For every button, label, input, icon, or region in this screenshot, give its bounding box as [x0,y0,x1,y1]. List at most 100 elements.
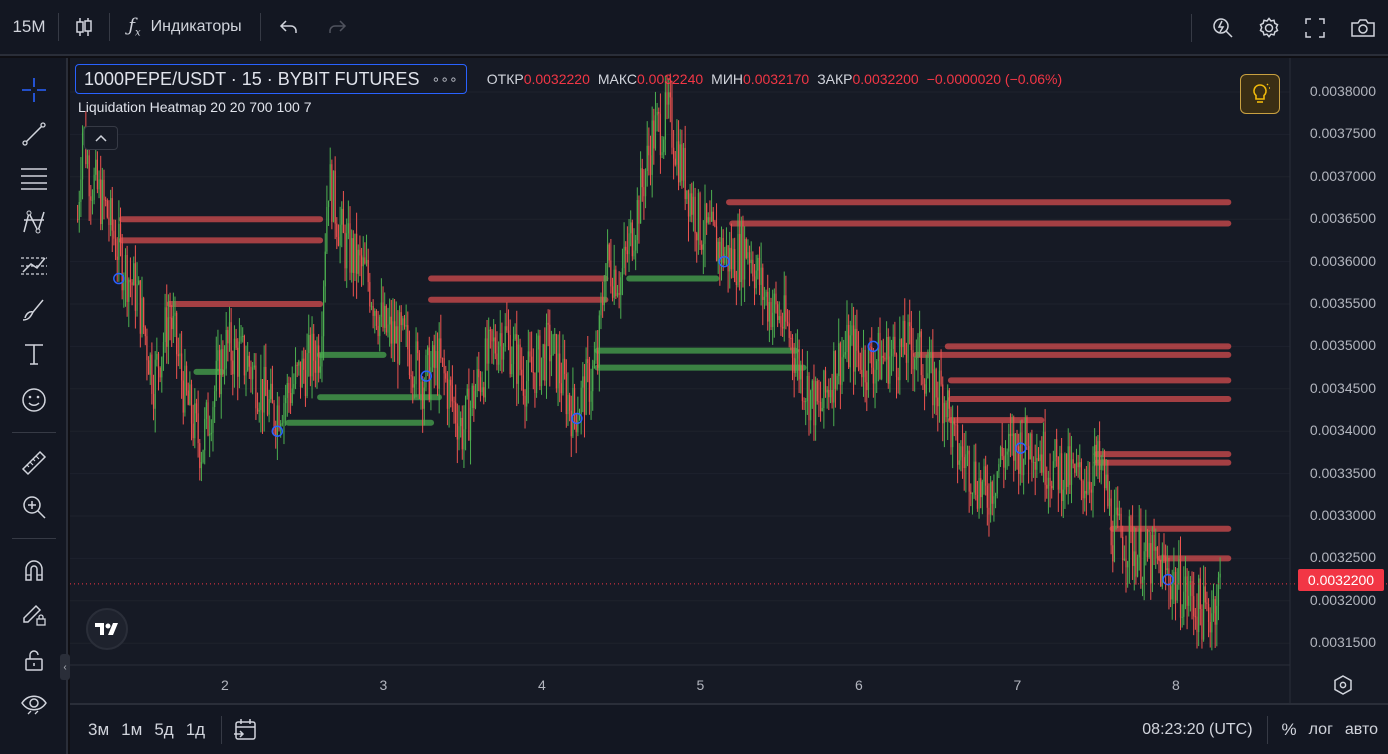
text-tool[interactable] [14,334,54,374]
magnet-tool[interactable] [14,550,54,590]
symbol-title[interactable]: 1000PEPE/USDT · 15 · BYBIT FUTURES ∘∘∘ [75,64,467,94]
candle-body [418,353,420,395]
candle-body [1153,534,1155,551]
candle-body [790,337,792,339]
range-1d-button[interactable]: 1д [185,719,206,739]
undo-button[interactable] [261,7,317,47]
hide-drawings-tool[interactable] [14,684,54,724]
chart-pane[interactable] [70,58,1388,703]
candle-body [706,203,708,223]
measure-tool[interactable] [14,443,54,483]
candle-body [966,450,969,455]
range-3m-button[interactable]: 3м [88,719,110,739]
candle-body [324,251,326,287]
candle-body [400,312,402,326]
candle-body [767,291,769,322]
candle-body [980,478,982,498]
indicator-title[interactable]: Liquidation Heatmap 20 20 700 100 7 [78,99,312,115]
interval-button[interactable]: 15M [0,7,58,47]
trendline-icon [22,122,46,146]
pattern-tool[interactable] [14,202,54,242]
redo-icon [329,20,347,33]
candle-body [616,292,619,297]
candle-body [881,355,883,379]
lock-drawing-tool[interactable] [14,594,54,634]
open-label: ОТКР [486,71,524,87]
forecast-tool[interactable] [14,246,54,286]
candle-body [744,239,746,280]
fib-tool[interactable] [14,158,54,198]
price-tick-label: 0.0033000 [1309,507,1376,523]
clock[interactable]: 08:23:20 (UTC) [1142,720,1253,738]
collapse-legend-button[interactable] [84,126,118,150]
candle-body [876,361,878,370]
range-1m-button[interactable]: 1м [121,719,143,739]
candle-body [1009,433,1012,437]
crosshair-tool[interactable] [14,70,54,110]
indicators-button[interactable]: ƒx Индикаторы [110,7,260,47]
candle-body [245,370,247,376]
candle-body [464,396,467,430]
trendline-tool[interactable] [14,114,54,154]
brush-tool[interactable] [14,290,54,330]
lock-all-tool[interactable] [14,640,54,680]
candle-body [933,369,936,406]
candle-body [270,383,272,400]
candle-body [1070,459,1073,485]
candle-body [734,249,736,282]
candle-body [313,333,315,361]
candle-body [393,321,396,344]
range-5d-button[interactable]: 5д [154,719,174,739]
log-scale-button[interactable]: лог [1308,720,1333,738]
candle-body [139,280,141,334]
candle-body [1042,431,1045,473]
candle-body [1049,477,1051,486]
more-icon[interactable]: ∘∘∘ [431,70,458,87]
settings-button[interactable] [1246,8,1292,48]
candle-body [204,418,206,451]
tradingview-logo[interactable] [86,608,128,650]
candle-body [337,237,340,246]
candle-body [585,359,587,415]
candle-body [786,321,789,324]
candle-body [739,234,741,283]
candle-body [668,92,670,105]
candle-body [938,370,941,407]
undo-icon [279,20,297,33]
candle-body [643,187,645,197]
goto-date-button[interactable] [232,717,258,743]
candle-body [1155,547,1157,551]
candle-body [1198,578,1200,633]
emoji-tool[interactable] [14,380,54,420]
candle-body [1145,531,1147,552]
redo-button[interactable] [317,7,357,47]
auto-scale-button[interactable]: авто [1344,720,1378,738]
candle-body [567,394,569,415]
zoom-tool[interactable] [14,487,54,527]
candle-body [524,395,526,407]
chart-type-button[interactable] [59,7,109,47]
candle-body [1171,583,1173,600]
candle-body [1196,616,1198,633]
percent-scale-button[interactable]: % [1281,719,1297,739]
ideas-button[interactable] [1240,74,1280,114]
candle-body [1074,463,1076,473]
candle-body [1087,481,1089,494]
fullscreen-button[interactable] [1292,8,1338,48]
candle-body [1169,586,1172,600]
candle-body [682,147,685,181]
collapse-toolbar-button[interactable]: ‹ [60,654,70,680]
candle-body [1140,528,1142,584]
candle-body [1077,462,1079,468]
quick-search-button[interactable] [1200,8,1246,48]
candle-body [976,495,979,509]
candle-body [91,199,94,201]
snapshot-button[interactable] [1338,8,1388,48]
candle-body [1138,528,1140,558]
top-toolbar-right [1191,0,1388,56]
candle-body [356,233,358,274]
candle-body [471,385,473,408]
candle-body [128,279,130,302]
scale-settings-button[interactable] [1332,674,1354,701]
candle-body [1207,603,1210,623]
